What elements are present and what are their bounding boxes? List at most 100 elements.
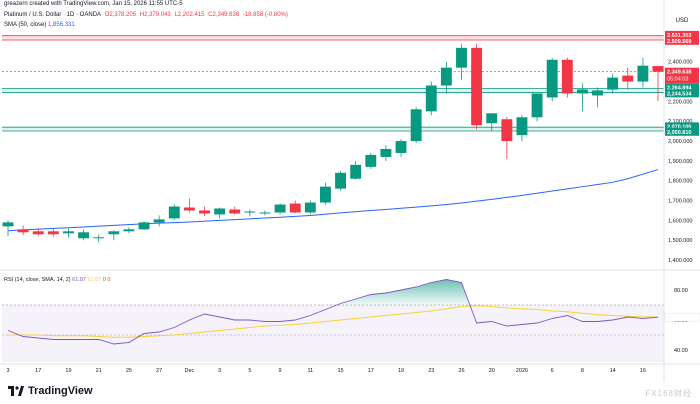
time-axis-label: Dec [185, 368, 195, 374]
rsi-legend-title: RSI (14, close, SMA, 14, 2) [4, 277, 72, 283]
level-label-bg [665, 89, 699, 98]
candle-body [592, 90, 603, 96]
level-label: 2,264.894 [667, 86, 692, 92]
candle-body [108, 231, 120, 235]
time-axis-label: 8 [581, 368, 584, 374]
sma-legend[interactable]: SMA (50, close) 1,856.331 [4, 22, 75, 28]
candle-body [652, 66, 664, 72]
candle-body [214, 208, 226, 215]
price-axis-tick: 2,200.000 [668, 99, 692, 105]
candle-body [199, 210, 210, 214]
tradingview-logo[interactable]: TradingView [8, 385, 93, 397]
rsi-legend-value: 62.07 [87, 277, 102, 283]
candle-body [471, 47, 483, 126]
last-price-tag-bg [665, 67, 699, 84]
price-axis-unit: USD [676, 18, 689, 24]
candle-body [335, 172, 346, 189]
price-axis-tick: 2,400.000 [668, 60, 692, 66]
candle-body [516, 117, 528, 136]
candle-body [304, 202, 316, 213]
candle-body [440, 67, 452, 86]
time-axis-label: 27 [156, 368, 162, 374]
candle-body [501, 119, 513, 142]
candle-body [274, 204, 286, 213]
price-axis-tick: 1,600.000 [668, 218, 692, 224]
sma-legend-label: SMA (50, close) [4, 22, 47, 28]
price-axis-tick: 2,000.000 [668, 139, 692, 145]
support-zone-upper [2, 88, 664, 93]
rsi-legend-value: 61.87 [72, 277, 87, 283]
price-axis-tick: 1,500.000 [668, 238, 692, 244]
ohlc-high: H2,379.043 [139, 12, 171, 18]
level-label-bg [665, 30, 699, 39]
candle-body [289, 203, 301, 213]
candle-body [78, 232, 90, 239]
sma-legend-value: 1,856.331 [48, 22, 75, 28]
rsi-legend[interactable]: RSI (14, close, SMA, 14, 2) 61.87 62.07 … [4, 277, 110, 283]
rsi-axis-tick: 80.00 [674, 288, 688, 294]
rsi-legend-value: 0 [107, 277, 110, 283]
candle-body [395, 141, 407, 153]
time-axis: 3 17 19 21 25 27 Dec 3 5 9 11 15 17 19 23 26 30 2026 6 8 14 1… [6, 368, 645, 374]
price-axis-tick: 1,900.000 [668, 159, 692, 165]
sma50-line [7, 169, 659, 232]
time-axis-label: 19 [398, 368, 404, 374]
time-axis-label: 16 [640, 368, 646, 374]
time-axis-label: 14 [610, 368, 616, 374]
level-label: 2,509.569 [667, 39, 691, 45]
footer: TradingView FX168财经 [0, 382, 700, 404]
time-axis-label: 23 [428, 368, 434, 374]
candle-body [637, 65, 649, 82]
time-axis-label: 19 [65, 368, 71, 374]
candle-body [93, 237, 105, 239]
price-axis-tick: 1,700.000 [668, 199, 692, 205]
candle-body [32, 231, 44, 235]
time-axis-label: 21 [96, 368, 102, 374]
tradingview-brand: TradingView [28, 385, 93, 397]
candle-body [350, 164, 362, 179]
level-label: 2,244.534 [667, 91, 692, 97]
time-axis-label: 11 [307, 368, 313, 374]
level-label-bg [665, 36, 699, 45]
rsi-band [2, 305, 664, 362]
candle-body [168, 206, 180, 219]
candle-body [410, 109, 422, 142]
candle-body [138, 222, 150, 230]
time-axis-label: 15 [337, 368, 343, 374]
candle-body [365, 154, 377, 167]
creator-line: greazern created with TradingView.com, J… [4, 1, 183, 7]
rsi-overbought-fill [336, 279, 470, 305]
candle-body [320, 186, 331, 203]
price-pane: USD2,400.0002,300.0002,200.0002,100.0002… [2, 18, 699, 264]
time-axis-label: 2026 [516, 368, 528, 374]
candle-body [486, 113, 498, 124]
level-label: 2,531.353 [667, 33, 691, 39]
rsi-axis-tick: 40.00 [674, 348, 688, 354]
candle-body [259, 212, 271, 214]
time-axis-label: 26 [458, 368, 464, 374]
time-axis-label: 17 [35, 368, 41, 374]
candle-body [123, 229, 135, 232]
candle-body [576, 89, 588, 94]
time-axis-label: 17 [368, 368, 374, 374]
ohlc-close: C2,349.638 [208, 12, 240, 18]
ohlc-low: L2,202.415 [174, 12, 205, 18]
candle-body [531, 93, 543, 118]
resistance-zone [2, 35, 664, 41]
candle-body [183, 207, 195, 211]
time-axis-label: 30 [489, 368, 495, 374]
level-label-bg [665, 122, 699, 131]
candle-body [456, 47, 467, 68]
symbol-title[interactable]: Platinum / U.S. Dollar · 1D · OANDA [4, 12, 102, 18]
rsi-value-tag-bg [664, 312, 700, 322]
time-axis-label: 25 [126, 368, 132, 374]
time-axis-label: 3 [218, 368, 221, 374]
level-label-bg [665, 127, 699, 136]
price-axis-tick: 2,100.000 [668, 119, 692, 125]
tradingview-logo-icon [8, 386, 24, 396]
time-axis-label: 3 [6, 368, 9, 374]
candle-body [2, 222, 14, 227]
candle-body [380, 149, 392, 157]
